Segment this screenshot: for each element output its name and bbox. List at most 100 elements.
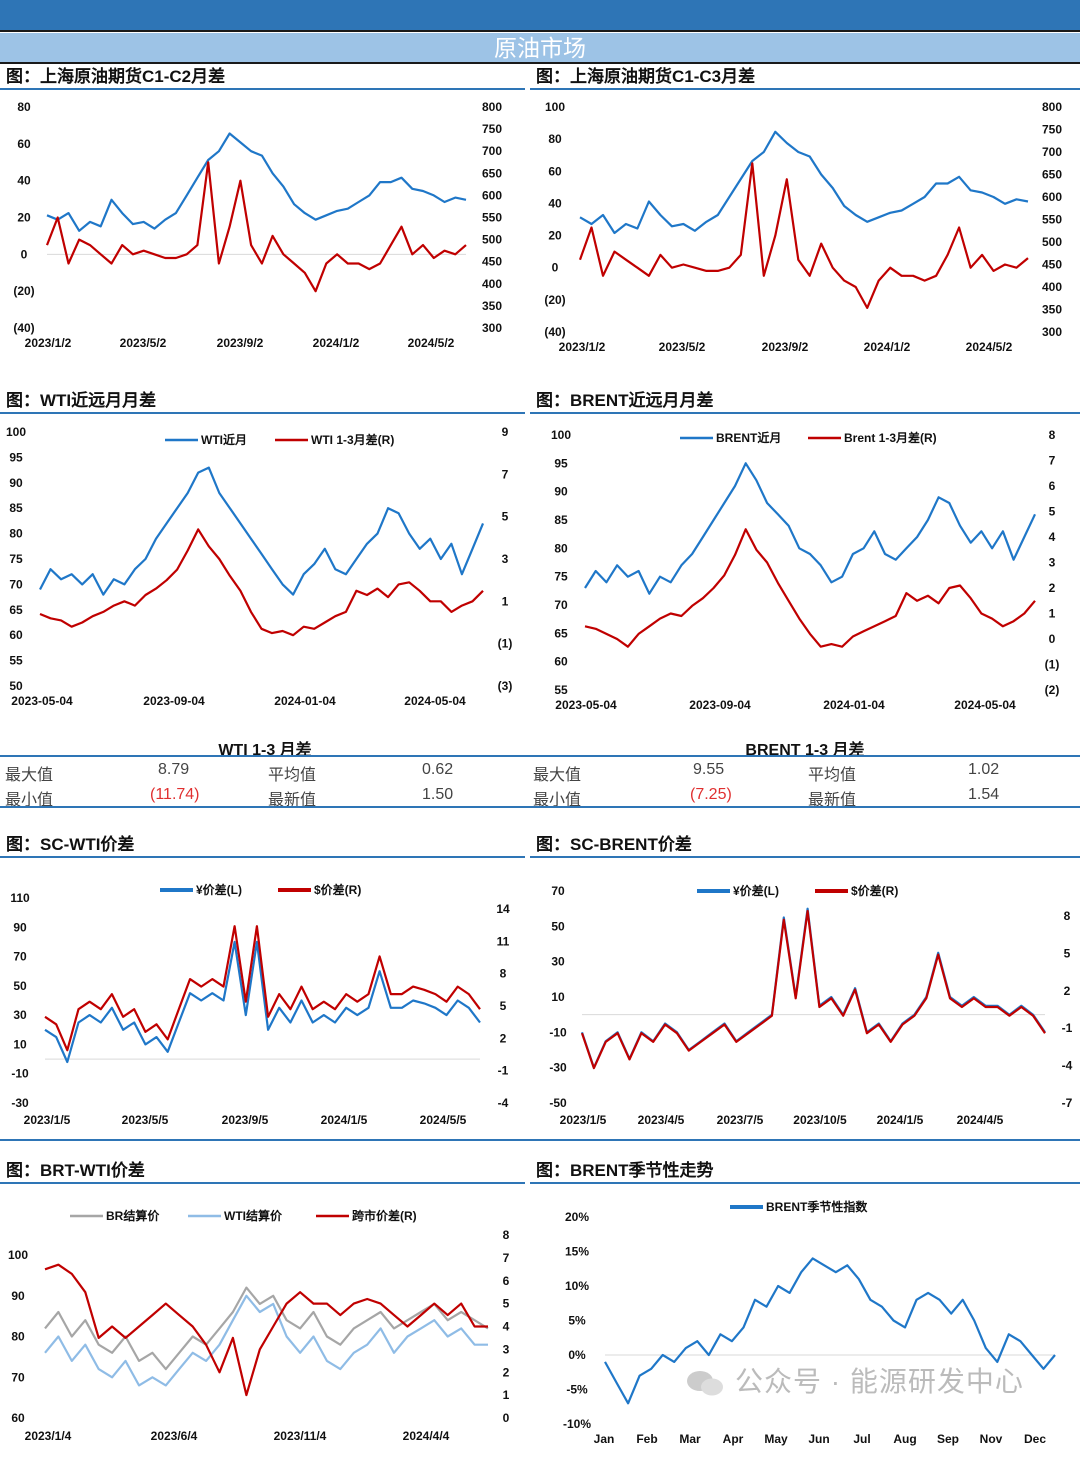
left-axis-tick-label: 70	[9, 577, 23, 591]
left-axis-tick-label: 10	[13, 1037, 27, 1051]
x-axis-tick-label: 2023/9/2	[762, 340, 809, 354]
right-axis-tick-label: 700	[482, 144, 502, 158]
chart-c6: 70 50 30 10 -10 -30 -50 8 5 2 -1 -4 -7 2023/1/5 2023/4…	[549, 883, 1073, 1127]
stat-label: 平均值	[268, 767, 317, 784]
right-axis-tick-label: 14	[496, 902, 510, 916]
left-axis-tick-label: 60	[554, 655, 568, 669]
left-axis-tick-label: 65	[9, 603, 23, 617]
stat-value: (7.25)	[690, 786, 732, 803]
chart-title-c4: 图：BRENT近远月月差	[530, 390, 1080, 414]
left-axis-tick-label: 0	[552, 261, 559, 275]
right-axis-tick-label: 550	[482, 211, 502, 225]
stat-label: 平均值	[808, 767, 857, 784]
x-axis-tick-label: Mar	[679, 1432, 701, 1446]
x-axis-tick-label: 2024/1/5	[321, 1113, 368, 1127]
right-axis-tick-label: -4	[1062, 1059, 1073, 1073]
series-line-1	[604, 1257, 1056, 1405]
x-axis-tick-label: 2024/4/5	[957, 1113, 1004, 1127]
chart-title-c6: 图：SC-BRENT价差	[530, 834, 1080, 858]
right-axis-tick-label: 2	[500, 1031, 507, 1045]
right-axis-tick-label: 450	[1042, 258, 1062, 272]
left-axis-tick-label: 75	[554, 570, 568, 584]
left-axis-tick-label: (40)	[13, 321, 34, 335]
series-line-3	[44, 1263, 488, 1397]
chart-title-c8: 图：BRENT季节性走势	[530, 1160, 1080, 1184]
left-axis-tick-label: 20%	[565, 1210, 589, 1224]
right-axis-tick-label: 350	[482, 299, 502, 313]
x-axis-tick-label: 2023/6/4	[151, 1429, 198, 1443]
chart-c2: 100 80 60 40 20 0 (20) (40) 800 750 700 650 600 550 50…	[544, 100, 1062, 354]
right-axis-tick-label: 6	[503, 1274, 510, 1288]
series-line-2	[44, 925, 481, 1052]
legend-label: WTI近月	[201, 432, 247, 447]
right-axis-tick-label: 2	[1064, 984, 1071, 998]
chart-c5: 110 90 70 50 30 10 -10 -30 14 11 8 5 2 -1 -4 2023/1/5 20…	[10, 882, 510, 1127]
left-axis-tick-label: 0%	[568, 1348, 586, 1362]
left-axis-tick-label: 60	[548, 164, 562, 178]
divider	[0, 755, 1080, 757]
left-axis-tick-label: 30	[13, 1008, 27, 1022]
right-axis-tick-label: 550	[1042, 213, 1062, 227]
legend-label: WTI结算价	[224, 1208, 283, 1223]
right-axis-tick-label: -1	[498, 1064, 509, 1078]
right-axis-tick-label: 350	[1042, 303, 1062, 317]
left-axis-tick-label: 70	[13, 950, 27, 964]
right-axis-tick-label: 3	[1049, 556, 1056, 570]
right-axis-tick-label: (1)	[1045, 658, 1060, 672]
left-axis-tick-label: 110	[10, 891, 30, 905]
left-axis-tick-label: 90	[9, 476, 23, 490]
legend-label: BRENT季节性指数	[766, 1199, 868, 1214]
right-axis-tick-label: (1)	[498, 637, 513, 651]
right-axis-tick-label: 3	[503, 1342, 510, 1356]
right-axis-tick-label: 750	[482, 122, 502, 136]
left-axis-tick-label: 85	[554, 513, 568, 527]
right-axis-tick-label: 8	[1049, 428, 1056, 442]
left-axis-tick-label: 80	[11, 1330, 25, 1344]
x-axis-tick-label: 2023/4/5	[638, 1113, 685, 1127]
left-axis-tick-label: 50	[9, 679, 23, 693]
right-axis-tick-label: 700	[1042, 145, 1062, 159]
left-axis-tick-label: 20	[17, 211, 31, 225]
right-axis-tick-label: 1	[1049, 607, 1056, 621]
right-axis-tick-label: 750	[1042, 123, 1062, 137]
legend-label: ¥价差(L)	[733, 883, 779, 898]
stat-label: 最新值	[808, 792, 857, 809]
left-axis-tick-label: 85	[9, 501, 23, 515]
wechat-logo-icon	[687, 1371, 723, 1396]
chart-c4: 100959085807570656055876543210(1)(2)2023…	[551, 428, 1060, 712]
right-axis-tick-label: 800	[482, 100, 502, 114]
chart-c7: 100 90 80 70 60 8 7 6 5 4 3 2 1 0 2023/1/4 2023/6/4 2023…	[8, 1208, 510, 1443]
left-axis-tick-label: 65	[554, 626, 568, 640]
series-line-1	[579, 130, 1029, 235]
x-axis-tick-label: Apr	[723, 1432, 744, 1446]
left-axis-tick-label: 90	[554, 485, 568, 499]
left-axis-tick-label: (20)	[13, 284, 34, 298]
x-axis-tick-label: 2023/10/5	[793, 1113, 847, 1127]
x-axis-tick-label: 2023/1/2	[25, 336, 72, 350]
x-axis-tick-label: 2024/1/5	[877, 1113, 924, 1127]
x-axis-tick-label: 2024-05-04	[404, 694, 466, 708]
right-axis-tick-label: 1	[502, 594, 509, 608]
left-axis-tick-label: 55	[554, 683, 568, 697]
right-axis-tick-label: 8	[503, 1228, 510, 1242]
left-axis-tick-label: 5%	[568, 1314, 586, 1328]
left-axis-tick-label: 0	[21, 247, 28, 261]
left-axis-tick-label: 80	[554, 541, 568, 555]
chart-title-c7: 图：BRT-WTI价差	[0, 1160, 525, 1184]
left-axis-tick-label: 75	[9, 552, 23, 566]
legend-label: ¥价差(L)	[196, 882, 242, 897]
left-axis-tick-label: 70	[554, 598, 568, 612]
stat-value: 1.54	[968, 786, 1000, 803]
left-axis-tick-label: -10	[549, 1025, 567, 1039]
left-axis-tick-label: 95	[9, 450, 23, 464]
stat-label: 最大值	[5, 767, 54, 784]
series-line-2	[39, 528, 484, 637]
right-axis-tick-label: 5	[503, 1297, 510, 1311]
right-axis-tick-label: 9	[502, 425, 509, 439]
left-axis-tick-label: -30	[549, 1061, 567, 1075]
series-line-1	[584, 462, 1036, 595]
left-axis-tick-label: 10%	[565, 1279, 589, 1293]
x-axis-tick-label: Nov	[980, 1432, 1003, 1446]
left-axis-tick-label: 20	[548, 229, 562, 243]
